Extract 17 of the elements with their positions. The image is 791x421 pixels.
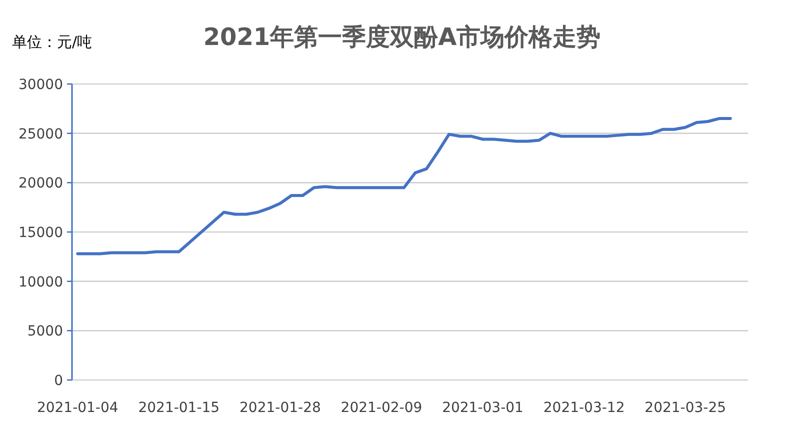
y-tick-label: 0 bbox=[54, 373, 63, 389]
y-tick-label: 5000 bbox=[27, 324, 63, 340]
x-tick-label: 2021-01-28 bbox=[240, 400, 321, 416]
x-tick-label: 2021-02-09 bbox=[340, 400, 422, 416]
y-tick-label: 15000 bbox=[18, 225, 63, 241]
x-tick-label: 2021-03-12 bbox=[543, 400, 625, 416]
x-tick-label: 2021-03-01 bbox=[442, 400, 524, 416]
x-tick-label: 2021-03-25 bbox=[644, 400, 726, 416]
chart-title: 2021年第一季度双酚A市场价格走势 bbox=[203, 23, 601, 51]
x-tick-label: 2021-01-15 bbox=[138, 400, 220, 416]
line-series bbox=[76, 117, 732, 256]
y-tick-label: 20000 bbox=[18, 176, 63, 192]
x-tick-label: 2021-01-04 bbox=[36, 400, 118, 416]
y-tick-label: 25000 bbox=[18, 126, 63, 142]
y-tick-label: 10000 bbox=[18, 274, 63, 290]
y-axis-title: 单位：元/吨 bbox=[12, 33, 92, 51]
y-tick-label: 30000 bbox=[18, 77, 63, 93]
